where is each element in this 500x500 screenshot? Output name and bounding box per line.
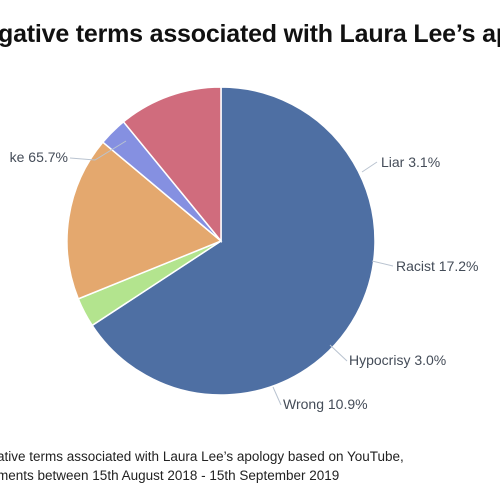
pie-slice-racist (66, 141, 223, 300)
slice-label-hypocrisy: Hypocrisy 3.0% (349, 352, 446, 368)
leader-line-racist (371, 260, 394, 267)
leader-line-hypocrisy (329, 344, 348, 362)
leader-lines (69, 140, 394, 406)
leader-line-ke (69, 140, 127, 161)
leader-line-liar (361, 161, 378, 173)
slice-label-racist: Racist 17.2% (396, 258, 478, 274)
caption-line-1: ative terms associated with Laura Lee’s … (0, 449, 404, 464)
slice-label-liar: Liar 3.1% (381, 154, 440, 170)
pie-slice-wrong (122, 86, 222, 244)
slice-label-ke: ke 65.7% (10, 149, 68, 165)
pie-slice-ke (91, 86, 376, 396)
chart-title: gative terms associated with Laura Lee’s… (0, 20, 500, 48)
chart-caption: ative terms associated with Laura Lee’s … (0, 447, 500, 485)
pie-chart: ke 65.7% Liar 3.1% Racist 17.2% Hypocrisy 3… (10, 86, 479, 412)
pie-slices (66, 86, 376, 396)
slice-labels: ke 65.7% Liar 3.1% Racist 17.2% Hypocrisy 3… (10, 149, 479, 412)
leader-line-wrong (272, 386, 282, 406)
caption-line-2: ments between 15th August 2018 - 15th Se… (0, 468, 340, 483)
slice-label-wrong: Wrong 10.9% (283, 396, 368, 412)
